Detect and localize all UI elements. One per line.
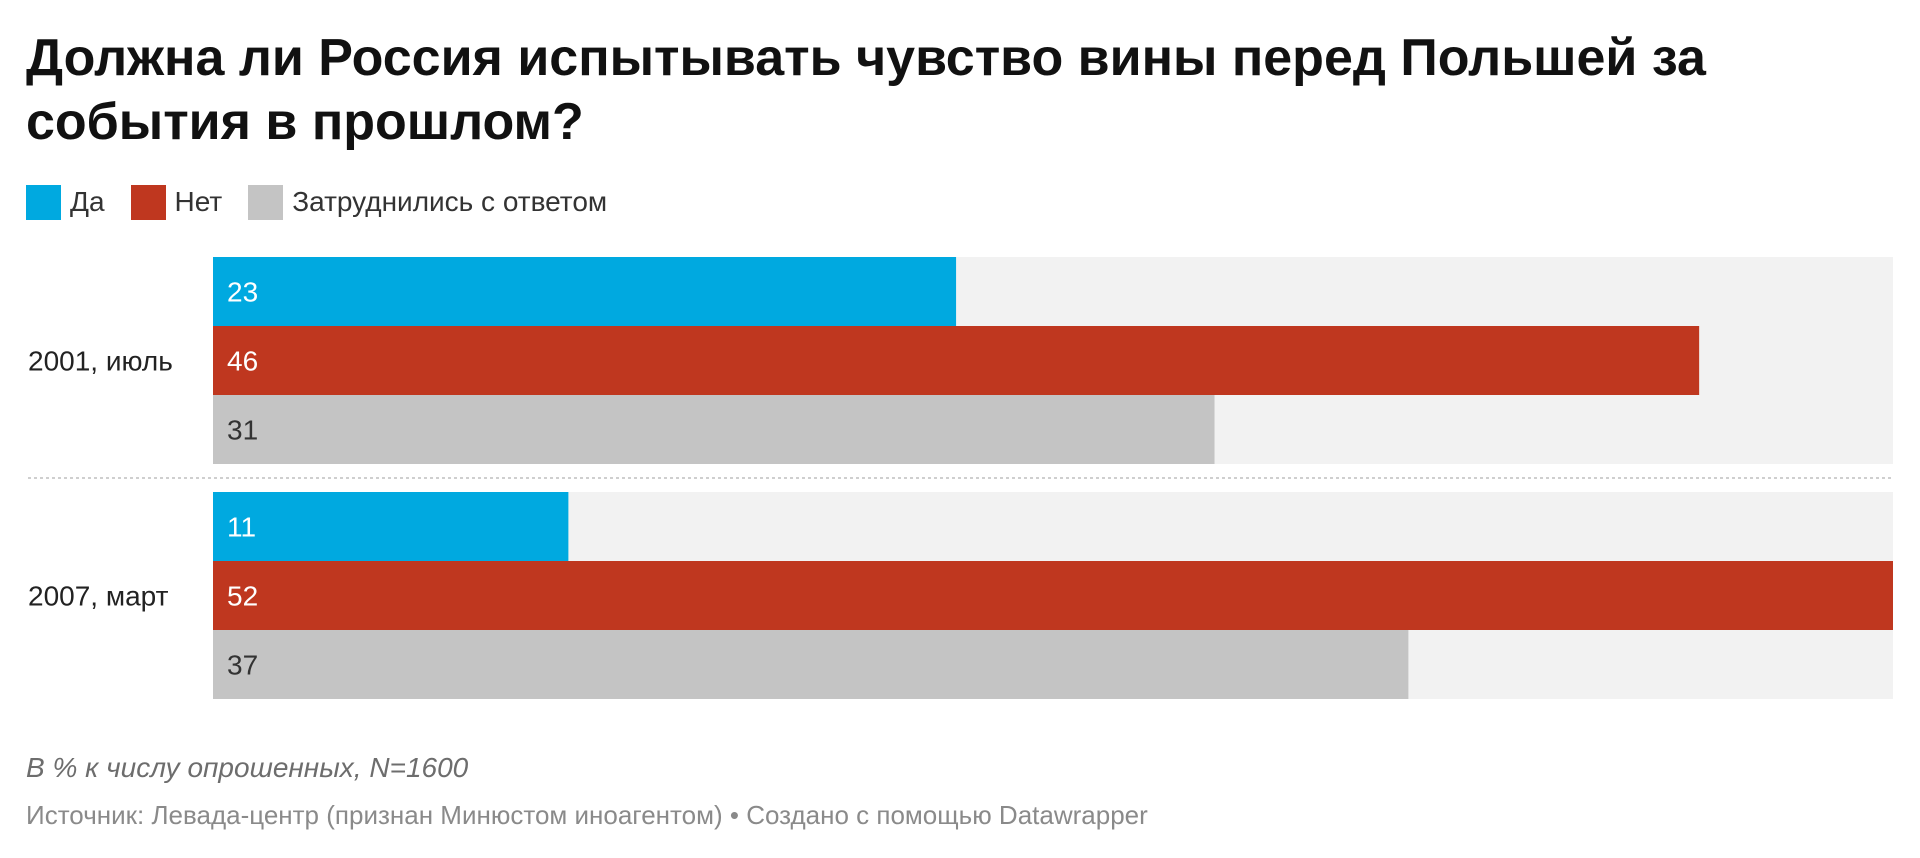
legend-label-unsure: Затруднились с ответом <box>292 186 608 217</box>
chart-source: Источник: Левада-центр (признан Минюстом… <box>26 800 1148 830</box>
data-label-0-2: 31 <box>227 415 258 446</box>
legend-label-yes: Да <box>70 186 105 217</box>
legend-swatch-yes <box>26 184 61 220</box>
data-label-1-2: 37 <box>227 650 258 681</box>
legend-label-no: Нет <box>174 186 223 217</box>
data-label-1-0: 11 <box>227 512 256 543</box>
legend: Да Нет Затруднились с ответом <box>26 184 633 220</box>
legend-swatch-unsure <box>248 184 284 220</box>
chart-title: Должна ли Россия испытывать чувство вины… <box>26 29 1706 151</box>
legend-item-yes: Да <box>26 184 105 220</box>
data-label-1-1: 52 <box>227 581 258 612</box>
bar-0-0 <box>213 257 957 326</box>
data-label-0-0: 23 <box>227 277 258 308</box>
legend-swatch-no <box>130 184 166 220</box>
legend-item-no: Нет <box>130 184 223 220</box>
bar-1-1 <box>213 561 1893 630</box>
legend-item-unsure: Затруднились с ответом <box>248 184 608 220</box>
data-label-0-1: 46 <box>227 346 258 377</box>
bar-1-2 <box>213 630 1409 699</box>
category-label-0: 2001, июль <box>28 346 173 377</box>
bar-0-1 <box>213 326 1700 395</box>
bar-0-2 <box>213 395 1215 464</box>
chart-notes: В % к числу опрошенных, N=1600 <box>26 752 469 783</box>
bar-1-0 <box>213 492 569 561</box>
category-label-1: 2007, март <box>28 581 169 612</box>
